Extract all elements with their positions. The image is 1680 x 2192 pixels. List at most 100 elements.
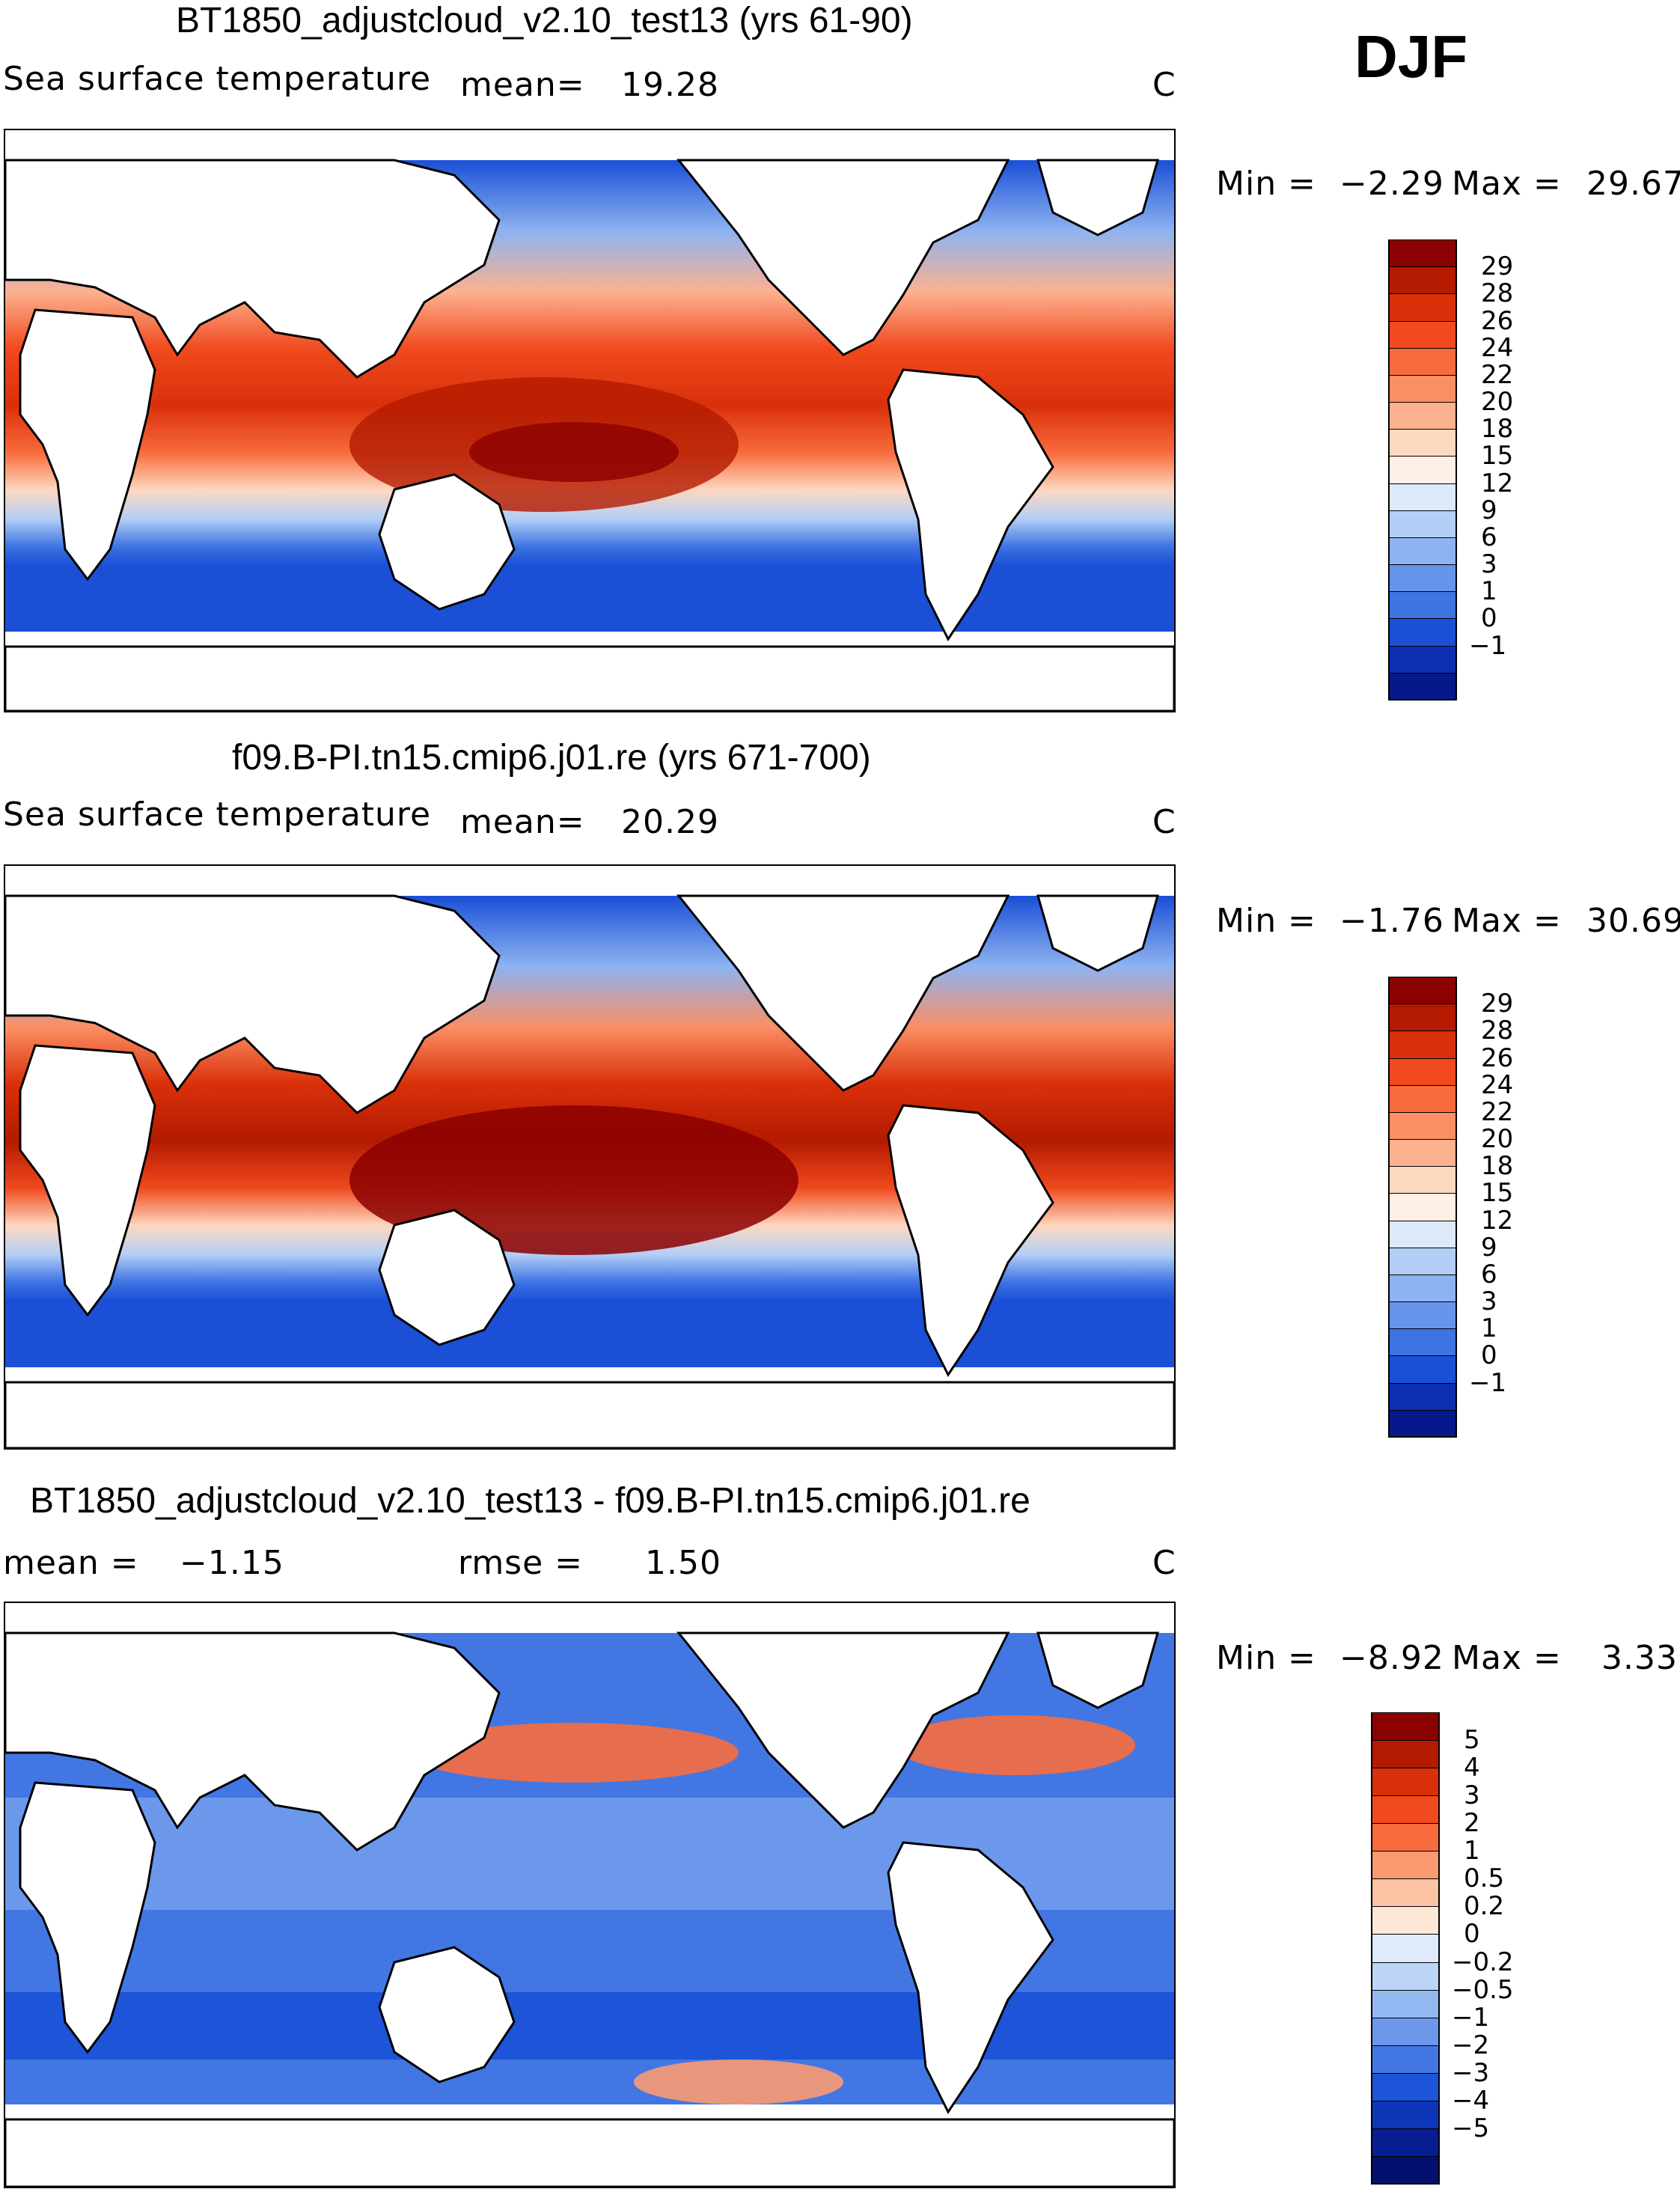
colorbar-tick-label: 5 — [1464, 1725, 1480, 1756]
colorbar-tick-label: 18 — [1481, 414, 1514, 445]
colorbar-tick-label: −4 — [1452, 2085, 1490, 2116]
land-antarctica — [5, 645, 1174, 711]
land-antarctica — [5, 2118, 1174, 2187]
colorbar-segment — [1388, 618, 1457, 647]
colorbar-segment — [1388, 1139, 1457, 1167]
colorbar-tick-label: 24 — [1481, 332, 1514, 363]
colorbar-segment — [1371, 1934, 1440, 1963]
colorbar-segment — [1388, 429, 1457, 457]
land-australia — [378, 1209, 516, 1346]
land-eurasia — [5, 159, 501, 379]
colorbar-tick-label: 20 — [1481, 1124, 1514, 1155]
colorbar-segment — [1371, 2155, 1440, 2185]
land-masses — [5, 159, 1174, 711]
land-greenland — [1036, 1631, 1159, 1709]
colorbar-segment — [1371, 2100, 1440, 2129]
colorbar-tick-label: 0 — [1481, 603, 1497, 634]
colorbar-tick-label: 6 — [1481, 1259, 1497, 1289]
land-australia — [378, 1946, 516, 2083]
land-south-america — [887, 1104, 1054, 1377]
colorbar-segment — [1388, 239, 1457, 268]
colorbar-tick-label: 1 — [1481, 1313, 1497, 1344]
land-masses — [5, 894, 1174, 1448]
colorbar-segment — [1388, 1084, 1457, 1113]
colorbar-tick-label: 4 — [1464, 1753, 1480, 1783]
colorbar-segment — [1371, 1851, 1440, 1880]
colorbar-tick-label: −3 — [1452, 2057, 1490, 2088]
colorbar-segment — [1388, 591, 1457, 620]
panel1-colorbar: 29 28 26 24 22 20 18 15 12 9 6 3 1 0 −1 — [1388, 239, 1513, 700]
land-north-america — [676, 159, 1010, 356]
land-eurasia — [5, 894, 501, 1114]
land-north-america — [676, 1631, 1010, 1829]
colorbar-segment — [1371, 2017, 1440, 2046]
panel1-max-label: Max = — [1452, 165, 1562, 203]
colorbar-tick-label: 22 — [1481, 359, 1514, 390]
panel2-variable: Sea surface temperature — [3, 796, 432, 834]
panel3-units: C — [1152, 1544, 1176, 1582]
colorbar-tick-label: 1 — [1464, 1836, 1480, 1866]
panel2-units: C — [1152, 803, 1176, 841]
panel2-colorbar: 29 28 26 24 22 20 18 15 12 9 6 3 1 0 −1 — [1388, 977, 1513, 1438]
colorbar-tick-label: 15 — [1481, 441, 1514, 471]
panel3-map-svg — [5, 1631, 1174, 2187]
south-pacific-anomaly — [634, 2060, 843, 2104]
kuroshio-anomaly — [409, 1723, 739, 1783]
panel3-mean-label: mean = — [3, 1544, 139, 1582]
colorbar-segment — [1388, 456, 1457, 484]
colorbar-tick-label: 15 — [1481, 1178, 1514, 1209]
colorbar-tick-label: 1 — [1481, 576, 1497, 607]
colorbar-tick-label: 0.5 — [1464, 1863, 1505, 1894]
colorbar-tick-label: −0.2 — [1452, 1947, 1514, 1977]
colorbar-segment — [1388, 672, 1457, 700]
colorbar-tick-label: 20 — [1481, 387, 1514, 418]
colorbar-segment — [1388, 1193, 1457, 1221]
colorbar-tick-label: 0 — [1464, 1919, 1480, 1950]
colorbar-segment — [1388, 1382, 1457, 1411]
colorbar-segment — [1371, 2072, 1440, 2101]
colorbar-segment — [1388, 510, 1457, 538]
colorbar-tick-label: 22 — [1481, 1096, 1514, 1127]
colorbar-tick-label: 28 — [1481, 278, 1514, 309]
land-antarctica — [5, 1381, 1174, 1448]
colorbar-tick-label: 28 — [1481, 1016, 1514, 1046]
colorbar-segment — [1388, 402, 1457, 430]
colorbar-segment — [1371, 1878, 1440, 1908]
colorbar-segment — [1388, 483, 1457, 511]
colorbar-segment — [1388, 320, 1457, 349]
panel3-colorbar: 5 4 3 2 1 0.5 0.2 0 −0.2 −0.5 −1 −2 −3 −4 −5 — [1371, 1712, 1514, 2185]
panel2-title: f09.B-PI.tn15.cmip6.j01.re (yrs 671-700) — [232, 738, 871, 778]
colorbar-segment — [1388, 1111, 1457, 1141]
colorbar-segment — [1388, 1004, 1457, 1032]
panel3-max-label: Max = — [1452, 1639, 1562, 1677]
panel2-mean-label: mean= — [460, 803, 585, 841]
panel3-title: BT1850_adjustcloud_v2.10_test13 - f09.B-… — [30, 1481, 1030, 1521]
colorbar-tick-label: 2 — [1464, 1808, 1480, 1839]
land-africa — [19, 308, 156, 581]
panel3-min-value: −8.92 — [1340, 1639, 1444, 1677]
panel3-mean-value: −1.15 — [180, 1544, 284, 1582]
colorbar-tick-label: 0.2 — [1464, 1891, 1505, 1922]
panel1-units: C — [1152, 66, 1176, 104]
colorbar-segment — [1388, 1031, 1457, 1059]
colorbar-tick-label: 9 — [1481, 495, 1497, 525]
panel1-mean-value: 19.28 — [621, 66, 719, 104]
colorbar-segment — [1371, 1768, 1440, 1797]
colorbar-segment — [1388, 977, 1457, 1005]
panel3-rmse-value: 1.50 — [645, 1544, 721, 1582]
panel1-min-label: Min = — [1216, 165, 1316, 203]
panel3-min-label: Min = — [1216, 1639, 1316, 1677]
colorbar-segment — [1388, 645, 1457, 674]
land-greenland — [1036, 894, 1159, 972]
colorbar-tick-label: −5 — [1452, 2113, 1490, 2143]
land-greenland — [1036, 159, 1159, 236]
colorbar-tick-label: 3 — [1481, 1286, 1497, 1317]
colorbar-segment — [1371, 1795, 1440, 1825]
colorbar-segment — [1388, 1220, 1457, 1248]
colorbar-segment — [1371, 2128, 1440, 2157]
panel1-variable: Sea surface temperature — [3, 60, 432, 98]
colorbar-tick-label: −1 — [1469, 630, 1507, 661]
land-eurasia — [5, 1631, 501, 1851]
colorbar-tick-label: 0 — [1481, 1340, 1497, 1371]
colorbar-tick-label: 26 — [1481, 305, 1514, 336]
